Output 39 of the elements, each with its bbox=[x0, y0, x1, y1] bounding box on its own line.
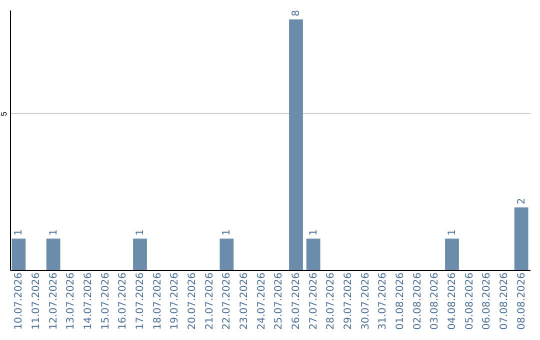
data-label: 1 bbox=[135, 229, 146, 236]
x-tick-label: 02.08.2026 bbox=[412, 272, 424, 330]
x-tick-label: 08.08.2026 bbox=[516, 272, 528, 330]
x-tick-label: 07.08.2026 bbox=[499, 272, 510, 330]
x-tick-label: 05.08.2026 bbox=[464, 272, 476, 330]
data-label: 2 bbox=[516, 198, 528, 204]
x-tick-label: 11.07.2026 bbox=[31, 272, 42, 330]
x-tick-label: 10.07.2026 bbox=[14, 272, 25, 330]
x-tick-label: 27.07.2026 bbox=[308, 272, 320, 330]
x-tick-label: 20.07.2026 bbox=[187, 272, 198, 330]
x-tick-label: 18.07.2026 bbox=[152, 272, 164, 330]
x-tick-label: 26.07.2026 bbox=[291, 272, 302, 330]
x-tick-label: 30.07.2026 bbox=[360, 272, 372, 330]
x-tick-label: 24.07.2026 bbox=[256, 272, 268, 330]
y-tick-label: 5 bbox=[0, 111, 8, 116]
x-tick-label: 15.07.2026 bbox=[100, 272, 112, 330]
data-label: 1 bbox=[308, 229, 320, 236]
x-tick-label: 14.07.2026 bbox=[83, 272, 94, 330]
x-tick-label: 17.07.2026 bbox=[135, 272, 146, 330]
data-label: 1 bbox=[447, 229, 458, 236]
x-tick-label: 16.07.2026 bbox=[118, 272, 129, 330]
x-tick-label: 22.07.2026 bbox=[222, 272, 233, 330]
data-label: 8 bbox=[291, 10, 302, 16]
x-tick-label: 06.08.2026 bbox=[482, 272, 493, 330]
x-tick-label: 29.07.2026 bbox=[343, 272, 354, 330]
x-tick-label: 19.07.2026 bbox=[170, 272, 181, 330]
data-label: 1 bbox=[222, 229, 233, 236]
x-tick-label: 23.07.2026 bbox=[239, 272, 250, 330]
data-label: 1 bbox=[48, 229, 60, 236]
x-tick-label: 25.07.2026 bbox=[274, 272, 285, 330]
data-label: 1 bbox=[14, 229, 25, 236]
x-tick-label: 12.07.2026 bbox=[48, 272, 60, 330]
x-tick-label: 13.07.2026 bbox=[66, 272, 77, 330]
x-tick-label: 21.07.2026 bbox=[204, 272, 216, 330]
x-tick-label: 31.07.2026 bbox=[378, 272, 389, 330]
x-tick-label: 04.08.2026 bbox=[447, 272, 458, 330]
x-tick-label: 03.08.2026 bbox=[430, 272, 441, 330]
x-tick-label: 01.08.2026 bbox=[395, 272, 406, 330]
x-tick-label: 28.07.2026 bbox=[326, 272, 337, 330]
